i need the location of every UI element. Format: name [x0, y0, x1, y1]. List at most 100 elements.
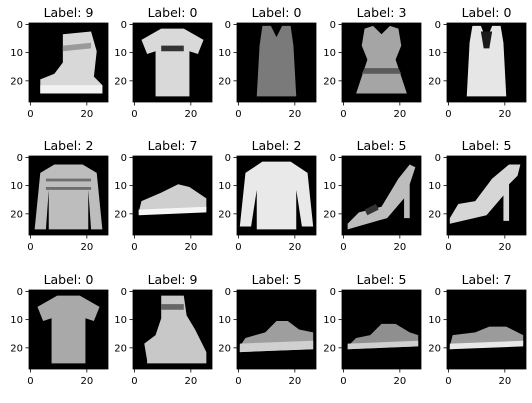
x-tick-label: 0 [27, 109, 33, 120]
subplot-5: Label: 0 0 10 20 0 20 [428, 5, 527, 120]
x-tick-label: 20 [184, 242, 197, 253]
subplot-title: Label: 3 [357, 5, 407, 20]
x-tick-label: 0 [235, 242, 241, 253]
y-tick-label: 10 [428, 48, 441, 59]
axes-frame [341, 155, 422, 236]
y-tick-label: 20 [218, 343, 231, 354]
x-tick-label: 20 [393, 376, 406, 387]
x-tick-label: 20 [80, 109, 93, 120]
subplot-title: Label: 0 [252, 5, 302, 20]
x-tick-label: 20 [80, 376, 93, 387]
x-tick-label: 0 [27, 376, 33, 387]
x-tick-label: 20 [184, 376, 197, 387]
y-tick-label: 10 [218, 315, 231, 326]
y-tick-label: 0 [121, 153, 127, 164]
subplot-7: Label: 7 0 10 20 0 20 [114, 138, 213, 253]
axes-frame [341, 289, 422, 370]
x-tick-label: 20 [288, 109, 301, 120]
subplot-title: Label: 5 [252, 272, 302, 287]
axes-frame [28, 289, 109, 370]
subplot-11: Label: 0 0 10 20 0 20 [10, 272, 109, 387]
subplot-title: Label: 2 [252, 138, 302, 153]
subplot-title: Label: 2 [44, 138, 94, 153]
y-tick-label: 10 [114, 48, 127, 59]
subplot-1: Label: 9 0 10 20 0 20 [10, 5, 109, 120]
axes-frame [28, 22, 109, 103]
y-tick-label: 20 [428, 343, 441, 354]
fashion-item-image [29, 156, 108, 235]
x-tick-label: 0 [340, 109, 346, 120]
subplot-15: Label: 7 0 10 20 0 20 [428, 272, 527, 387]
y-tick-label: 0 [435, 287, 441, 298]
subplot-title: Label: 9 [148, 272, 198, 287]
subplot-title: Label: 5 [462, 138, 512, 153]
y-tick-label: 20 [218, 209, 231, 220]
fashion-item-image [342, 290, 421, 369]
subplot-8: Label: 2 0 10 20 0 20 [218, 138, 317, 253]
subplot-12: Label: 9 0 10 20 0 20 [114, 272, 213, 387]
y-tick-label: 0 [225, 153, 231, 164]
subplot-10: Label: 5 0 10 20 0 20 [428, 138, 527, 253]
x-tick-label: 20 [498, 109, 511, 120]
fashion-item-image [133, 290, 212, 369]
subplot-4: Label: 3 0 10 20 0 20 [323, 5, 422, 120]
y-tick-label: 0 [435, 20, 441, 31]
fashion-item-image [133, 23, 212, 102]
axes-frame [236, 155, 317, 236]
x-tick-label: 20 [288, 242, 301, 253]
axes-frame [132, 155, 213, 236]
subplot-14: Label: 5 0 10 20 0 20 [323, 272, 422, 387]
subplot-13: Label: 5 0 10 20 0 20 [218, 272, 317, 387]
subplot-title: Label: 0 [462, 5, 512, 20]
y-tick-label: 10 [218, 48, 231, 59]
x-tick-label: 0 [340, 376, 346, 387]
y-tick-label: 0 [225, 287, 231, 298]
x-tick-label: 20 [498, 242, 511, 253]
y-tick-label: 0 [17, 287, 23, 298]
axes-frame [28, 155, 109, 236]
y-tick-label: 10 [10, 315, 23, 326]
x-tick-label: 20 [393, 242, 406, 253]
x-tick-label: 0 [27, 242, 33, 253]
x-tick-label: 20 [184, 109, 197, 120]
x-tick-label: 0 [131, 242, 137, 253]
x-tick-label: 20 [498, 376, 511, 387]
y-tick-label: 10 [114, 315, 127, 326]
x-tick-label: 0 [445, 242, 451, 253]
subplot-6: Label: 2 0 10 20 0 20 [10, 138, 109, 253]
x-tick-label: 0 [235, 109, 241, 120]
fashion-item-image [447, 23, 526, 102]
axes-frame [446, 155, 527, 236]
y-tick-label: 10 [114, 181, 127, 192]
x-tick-label: 0 [235, 376, 241, 387]
subplot-title: Label: 0 [148, 5, 198, 20]
fashion-item-image [447, 290, 526, 369]
subplot-3: Label: 0 0 10 20 0 20 [218, 5, 317, 120]
fashion-item-image [447, 156, 526, 235]
axes-frame [132, 22, 213, 103]
y-tick-label: 20 [323, 343, 336, 354]
y-tick-label: 10 [218, 181, 231, 192]
subplot-title: Label: 5 [357, 138, 407, 153]
fashion-item-image [237, 290, 316, 369]
x-tick-label: 0 [340, 242, 346, 253]
y-tick-label: 20 [428, 76, 441, 87]
axes-frame [132, 289, 213, 370]
axes-frame [446, 22, 527, 103]
axes-frame [236, 22, 317, 103]
x-tick-label: 0 [131, 376, 137, 387]
y-tick-label: 0 [17, 20, 23, 31]
y-tick-label: 20 [323, 76, 336, 87]
axes-frame [341, 22, 422, 103]
y-tick-label: 20 [10, 76, 23, 87]
subplot-title: Label: 7 [148, 138, 198, 153]
x-tick-label: 0 [131, 109, 137, 120]
y-tick-label: 10 [10, 181, 23, 192]
fashion-item-image [342, 23, 421, 102]
y-tick-label: 10 [10, 48, 23, 59]
y-tick-label: 0 [435, 153, 441, 164]
x-tick-label: 20 [80, 242, 93, 253]
x-tick-label: 20 [393, 109, 406, 120]
fashion-item-image [237, 156, 316, 235]
